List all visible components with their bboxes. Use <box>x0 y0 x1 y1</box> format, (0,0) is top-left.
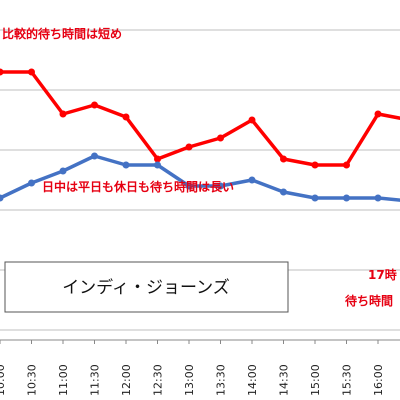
attraction-name: インディ・ジョーンズ <box>62 277 230 298</box>
series-0-point <box>343 161 350 169</box>
x-tick-label: 13:30 <box>215 364 228 396</box>
series-0-point <box>91 101 98 109</box>
x-tick-label: 16:00 <box>372 364 385 396</box>
x-tick-label: 14:30 <box>278 364 291 396</box>
series-0-point <box>122 113 130 121</box>
series-0-segment <box>344 112 380 167</box>
series-1-segment <box>155 163 191 188</box>
x-tick-label: 12:00 <box>120 364 133 396</box>
series-1-point <box>311 194 319 202</box>
x-tick-label: 15:30 <box>341 364 354 396</box>
annotation-daytime-long-wait: 日中は平日も休日も待ち時間は長い <box>42 179 234 194</box>
series-0-segment <box>61 103 97 116</box>
series-1-segment <box>0 181 34 200</box>
series-0-point <box>0 68 4 76</box>
series-0-point <box>185 143 193 151</box>
series-1-point <box>185 182 193 190</box>
x-tick-label: 10:00 <box>0 364 7 396</box>
series-1-point <box>374 194 382 202</box>
annotation-short-wait: 比較的待ち時間は短め <box>2 26 122 41</box>
series-0-segment <box>92 103 128 119</box>
series-1-point <box>248 176 256 184</box>
series-0-point <box>311 161 319 169</box>
series-0 <box>0 68 400 169</box>
series-1-segment <box>281 190 317 200</box>
series-1-segment <box>376 196 400 202</box>
series-1-segment <box>250 178 286 194</box>
series-0-segment <box>155 145 191 161</box>
series-0-point <box>248 116 256 124</box>
attraction-name-box <box>4 261 289 313</box>
series-1-segment <box>29 169 65 185</box>
series-0-point <box>217 134 224 142</box>
series-0-point <box>280 155 287 163</box>
series-1-point <box>280 188 287 196</box>
series-0-point <box>28 68 35 76</box>
x-tick-label: 15:00 <box>309 364 322 396</box>
x-tick-label: 13:00 <box>183 364 196 396</box>
x-tick-label: 10:30 <box>26 364 39 396</box>
series-1 <box>0 152 400 202</box>
x-tick-label: 12:30 <box>152 364 165 396</box>
series-0-segment <box>281 157 317 167</box>
series-1-point <box>154 161 161 169</box>
series-1-segment <box>218 178 254 188</box>
series-0-point <box>154 155 161 163</box>
series-1-point <box>59 167 67 175</box>
series-1-segment <box>61 154 97 173</box>
series-1-point <box>91 152 98 160</box>
series-1-point <box>343 194 350 202</box>
x-tick-label: 14:00 <box>246 364 259 396</box>
series-1-point <box>122 161 130 169</box>
series-1-point <box>28 179 35 187</box>
series-0-segment <box>124 115 160 161</box>
x-tick-label: 11:00 <box>57 364 70 396</box>
series-0-segment <box>187 136 223 149</box>
series-0-segment <box>218 118 254 140</box>
series-layer <box>0 68 400 202</box>
series-0-segment <box>376 112 400 120</box>
series-0-segment <box>29 70 65 116</box>
series-0-segment <box>250 118 286 161</box>
x-axis-ticks: 10:00 10:30 11:00 11:30 12:00 12:30 13:00 13:30… <box>0 340 385 396</box>
series-1-segment <box>92 154 128 167</box>
annotation-17h: 17時 <box>368 267 397 282</box>
x-tick-label: 11:30 <box>89 364 102 396</box>
series-0-point <box>374 110 382 118</box>
series-0-point <box>59 110 67 118</box>
annotation-wait-time: 待ち時間 <box>345 293 393 308</box>
series-1-point <box>0 194 4 202</box>
series-1-point <box>217 182 224 190</box>
